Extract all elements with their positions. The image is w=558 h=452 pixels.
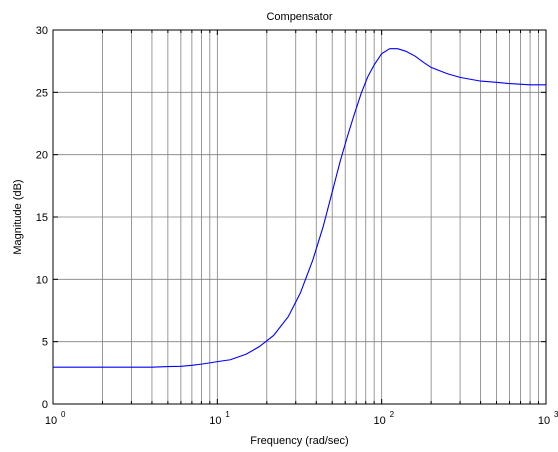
x-tick-label-base: 10 xyxy=(538,415,550,427)
x-tick-label-base: 10 xyxy=(45,415,57,427)
y-tick-label: 10 xyxy=(36,274,48,286)
y-tick-labels: 0 5 10 15 20 25 30 xyxy=(36,25,48,411)
x-axis-label: Frequency (rad/sec) xyxy=(250,435,348,447)
plot-border xyxy=(52,29,547,405)
x-tick-label-exponent: 0 xyxy=(61,410,66,419)
x-tick-label-base: 10 xyxy=(374,415,386,427)
y-axis-label: Magnitude (dB) xyxy=(12,179,24,254)
x-tick-label-exponent: 3 xyxy=(554,410,558,419)
chart-title: Compensator xyxy=(266,11,332,23)
y-tick-label: 0 xyxy=(42,399,48,411)
y-tick-label: 30 xyxy=(36,25,48,37)
y-grid xyxy=(53,91,546,343)
x-tick-label: 10 2 xyxy=(374,410,395,427)
x-tick-label-base: 10 xyxy=(209,415,221,427)
y-tick-label: 25 xyxy=(36,87,48,99)
magnitude-series-line xyxy=(53,48,546,368)
x-tick-label-exponent: 1 xyxy=(225,410,230,419)
x-tick-label: 10 3 xyxy=(538,410,558,427)
y-tick-label: 20 xyxy=(36,150,48,162)
x-tick-label: 10 0 xyxy=(45,410,66,427)
y-tick-label: 5 xyxy=(42,337,48,349)
x-tick-labels: 10 0 10 1 10 2 10 3 xyxy=(45,410,558,427)
x-tick-label-exponent: 2 xyxy=(390,410,395,419)
y-tick-label: 15 xyxy=(36,212,48,224)
x-tick-label: 10 1 xyxy=(209,410,230,427)
